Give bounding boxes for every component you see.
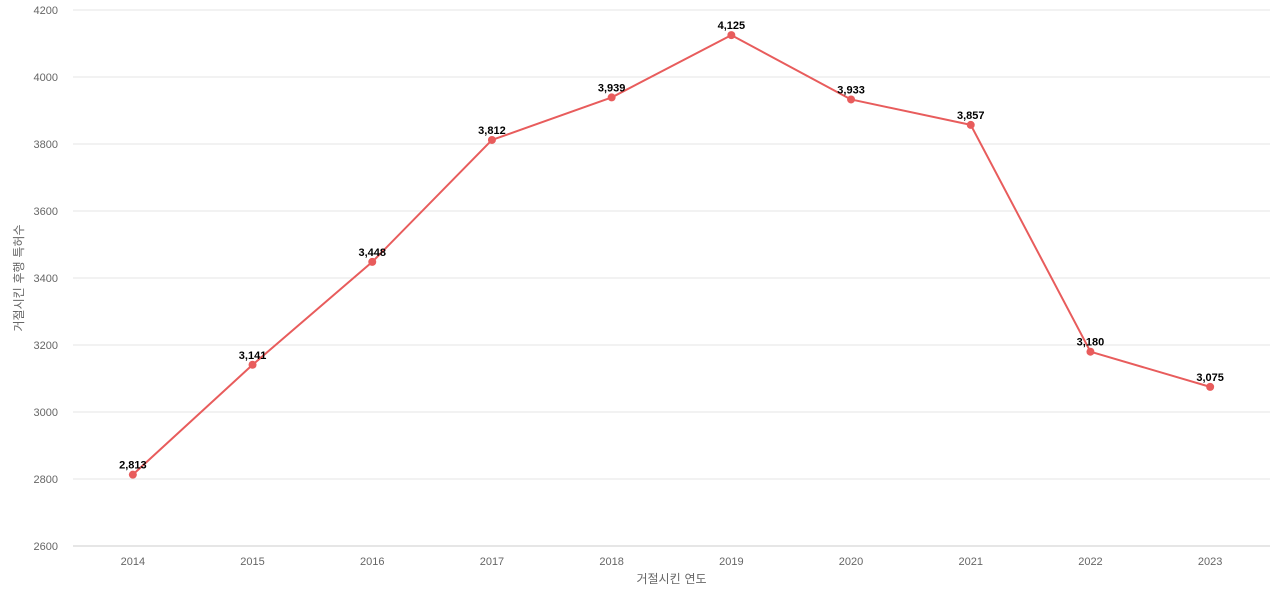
x-tick-label: 2019 bbox=[719, 556, 743, 568]
y-tick-label: 3200 bbox=[34, 340, 58, 352]
data-label: 3,448 bbox=[358, 247, 386, 259]
y-tick-label: 3600 bbox=[34, 206, 58, 218]
y-tick-label: 2600 bbox=[34, 541, 58, 553]
x-tick-label: 2017 bbox=[480, 556, 504, 568]
data-point[interactable] bbox=[1206, 382, 1215, 391]
data-label: 3,141 bbox=[239, 350, 267, 362]
data-label: 2,813 bbox=[119, 460, 147, 472]
data-point[interactable] bbox=[128, 470, 137, 479]
x-tick-label: 2020 bbox=[839, 556, 863, 568]
x-tick-label: 2015 bbox=[240, 556, 264, 568]
data-point[interactable] bbox=[487, 135, 496, 144]
data-point[interactable] bbox=[847, 95, 856, 104]
data-point[interactable] bbox=[1086, 347, 1095, 356]
y-tick-label: 3000 bbox=[34, 407, 58, 419]
gridlines bbox=[73, 9, 1270, 480]
y-tick-label: 2800 bbox=[34, 474, 58, 486]
series-group: 2,813 3,141 3,448 3,812 3,939 4,125 3,933 3,857… bbox=[119, 20, 1224, 479]
data-label: 4,125 bbox=[718, 20, 746, 32]
data-point[interactable] bbox=[607, 93, 616, 102]
x-tick-label: 2016 bbox=[360, 556, 384, 568]
data-point[interactable] bbox=[727, 31, 736, 40]
data-label: 3,933 bbox=[837, 84, 865, 96]
data-label: 3,812 bbox=[478, 125, 506, 137]
data-point[interactable] bbox=[966, 120, 975, 129]
x-tick-label: 2022 bbox=[1078, 556, 1102, 568]
y-tick-label: 3800 bbox=[34, 139, 58, 151]
data-label: 3,939 bbox=[598, 82, 626, 94]
y-tick-label: 3400 bbox=[34, 273, 58, 285]
data-label: 3,857 bbox=[957, 110, 985, 122]
y-tick-label: 4000 bbox=[34, 72, 58, 84]
x-axis-ticks: 2014 2015 2016 2017 2018 2019 2020 2021 2022 2023 bbox=[121, 556, 1223, 568]
series-line bbox=[132, 34, 1211, 476]
x-tick-label: 2023 bbox=[1198, 556, 1222, 568]
x-tick-label: 2014 bbox=[121, 556, 145, 568]
x-tick-label: 2021 bbox=[959, 556, 983, 568]
y-tick-label: 4200 bbox=[34, 5, 58, 17]
data-point[interactable] bbox=[368, 257, 377, 266]
x-axis-title: 거절시킨 연도 bbox=[636, 572, 706, 586]
x-tick-label: 2018 bbox=[599, 556, 623, 568]
data-point[interactable] bbox=[248, 360, 257, 369]
data-label: 3,180 bbox=[1077, 337, 1105, 349]
y-axis-title: 거절시킨 후행 특허수 bbox=[11, 225, 26, 332]
y-axis-ticks: 2600 2800 3000 3200 3400 3600 3800 4000 4200 bbox=[34, 5, 58, 553]
data-label: 3,075 bbox=[1196, 372, 1224, 384]
